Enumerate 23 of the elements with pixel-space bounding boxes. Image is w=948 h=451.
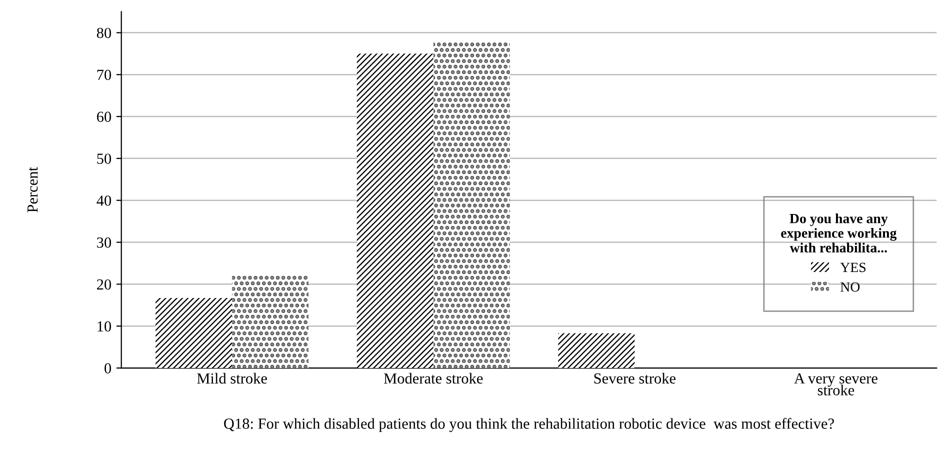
bar: [356, 54, 434, 368]
legend-label: YES: [840, 262, 866, 272]
y-tick-label: 80: [96, 28, 112, 38]
x-tick-label: Severe stroke: [594, 372, 676, 384]
x-axis-title: Q18: For which disabled patients do you think the rehabilitation robotic device was most effective?: [224, 418, 834, 432]
y-tick-label: 50: [97, 154, 112, 164]
bar: [156, 298, 232, 368]
y-tick-label: 0: [104, 363, 112, 374]
y-tick-label: 70: [97, 70, 112, 80]
y-tick-label: 20: [97, 279, 112, 290]
bar: [558, 333, 635, 368]
y-axis-title: Percent: [28, 167, 38, 212]
x-tick-label: Mild stroke: [197, 372, 267, 384]
x-tick-label: A very severe stroke: [794, 373, 878, 396]
y-tick-label: 40: [96, 195, 112, 206]
bar: [433, 42, 510, 368]
y-tick-label: 60: [97, 112, 112, 122]
x-tick-label: Moderate stroke: [384, 372, 483, 384]
bar: [232, 274, 309, 368]
legend-label: NO: [840, 282, 860, 292]
y-tick-label: 10: [98, 321, 112, 332]
y-tick-label: 30: [97, 237, 112, 248]
legend-title: Do you have any experience working with rehabilita...: [781, 213, 897, 253]
